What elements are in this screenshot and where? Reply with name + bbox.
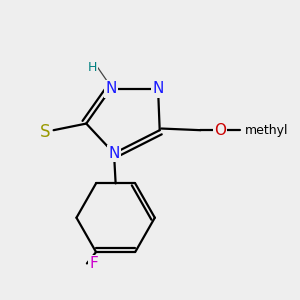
Text: methyl: methyl — [244, 124, 288, 137]
Text: H: H — [88, 61, 98, 74]
Text: N: N — [105, 81, 116, 96]
Text: O: O — [214, 123, 226, 138]
Text: F: F — [89, 256, 98, 271]
Text: N: N — [108, 146, 120, 161]
Text: S: S — [40, 123, 51, 141]
Text: N: N — [152, 81, 164, 96]
